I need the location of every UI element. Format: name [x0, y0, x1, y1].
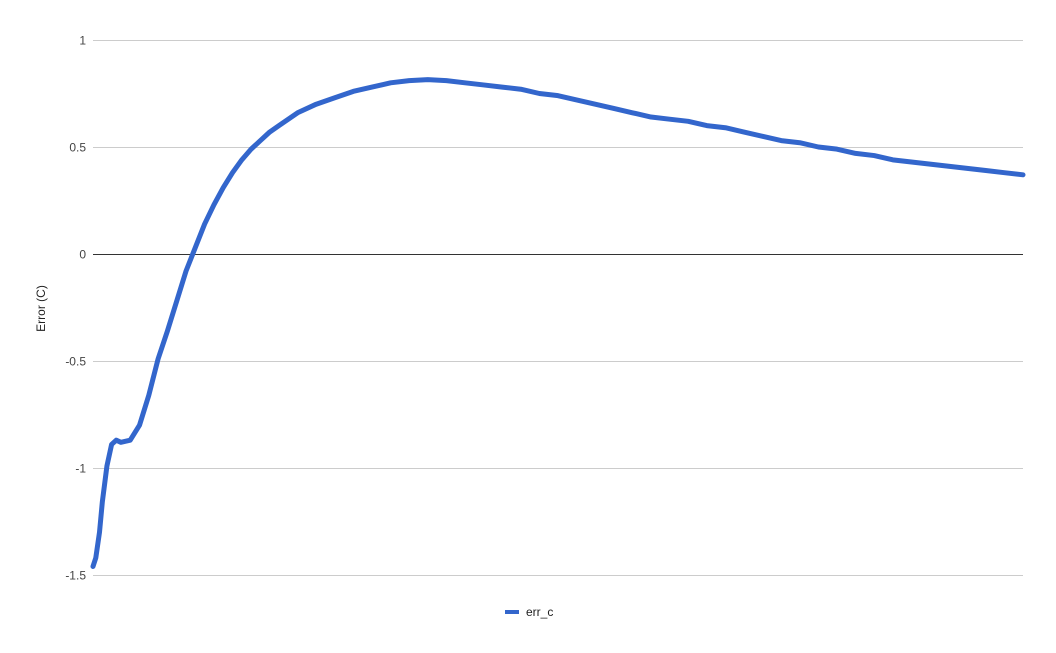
y-tick-label: 1	[79, 34, 86, 48]
y-axis-title: Error (C)	[34, 285, 48, 332]
y-tick-label: -1	[75, 462, 86, 476]
gridlines	[93, 40, 1023, 576]
y-tick-label: 0.5	[69, 141, 86, 155]
y-tick-label: -0.5	[65, 355, 86, 369]
legend[interactable]: err_c	[505, 605, 553, 619]
legend-swatch-err-c	[505, 610, 519, 614]
series-layer	[90, 77, 1026, 569]
y-tick-label: 0	[79, 248, 86, 262]
y-tick-label: -1.5	[65, 569, 86, 583]
y-axis-ticks: 1 0.5 0 -0.5 -1 -1.5	[65, 34, 86, 583]
legend-label-err-c: err_c	[526, 605, 553, 619]
series-line-err-c[interactable]	[90, 77, 1026, 569]
